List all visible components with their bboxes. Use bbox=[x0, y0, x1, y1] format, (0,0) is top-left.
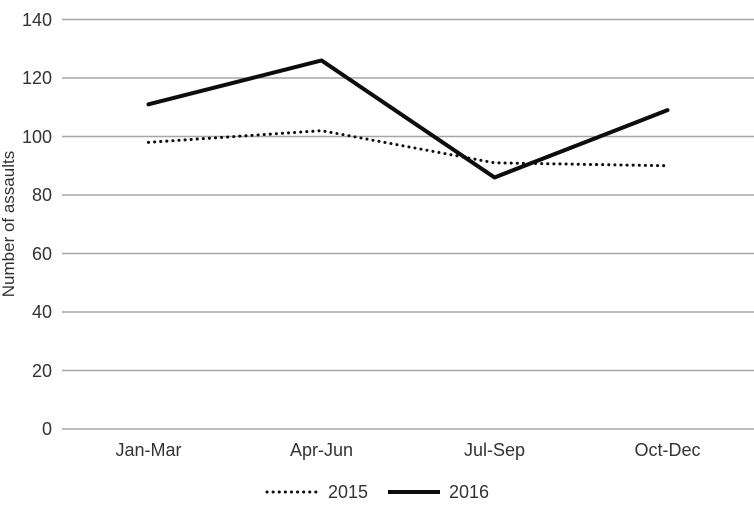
y-tick-label-140: 140 bbox=[21, 9, 52, 30]
y-tick-label-100: 100 bbox=[21, 126, 52, 147]
legend: 2015 2016 bbox=[0, 478, 754, 506]
x-tick-label-jan-mar: Jan-Mar bbox=[115, 440, 182, 460]
y-tick-label-80: 80 bbox=[31, 185, 52, 205]
series-line-2015 bbox=[147, 129, 669, 168]
y-tick-label-120: 120 bbox=[21, 68, 52, 88]
legend-item-2015: 2015 bbox=[265, 482, 368, 503]
x-tick-label-jul-sep: Jul-Sep bbox=[463, 440, 526, 460]
legend-solid-line-sample bbox=[388, 490, 440, 494]
y-tick-label-0: 0 bbox=[41, 419, 52, 439]
legend-label-2015: 2015 bbox=[327, 481, 368, 502]
x-tick-label-oct-dec: Oct-Dec bbox=[634, 440, 701, 460]
y-tick-label-60: 60 bbox=[31, 243, 52, 264]
legend-label-2016: 2016 bbox=[449, 481, 490, 502]
legend-item-2016: 2016 bbox=[386, 482, 489, 503]
legend-dotted-line-sample bbox=[265, 490, 321, 494]
y-tick-label-40: 40 bbox=[31, 302, 52, 322]
series-line-2016 bbox=[146, 58, 670, 180]
x-tick-label-apr-jun: Apr-Jun bbox=[289, 440, 354, 460]
y-tick-label-20: 20 bbox=[31, 360, 52, 381]
